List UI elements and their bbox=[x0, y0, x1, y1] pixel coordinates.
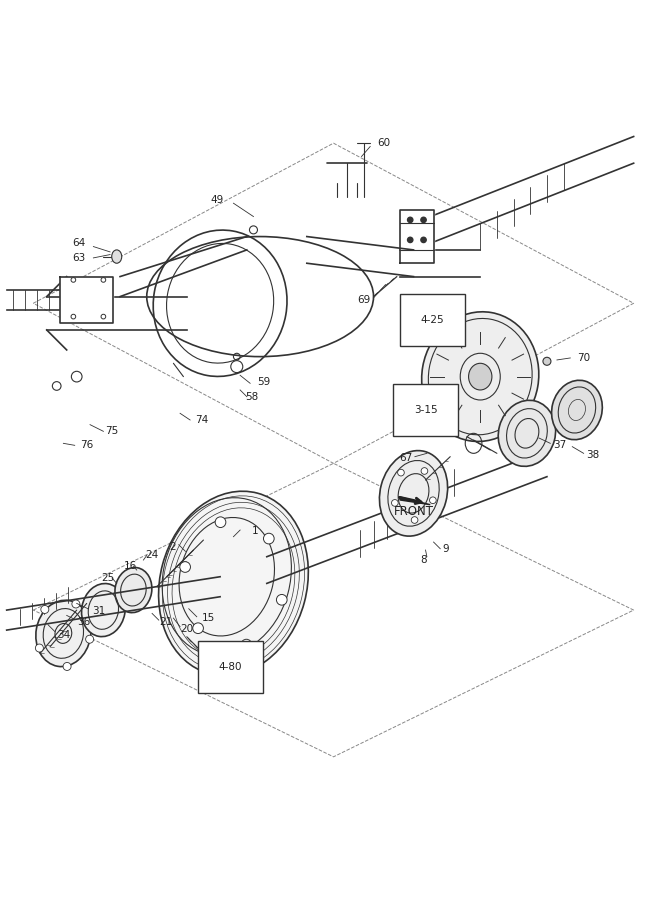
Text: 2: 2 bbox=[169, 542, 175, 552]
Circle shape bbox=[101, 277, 106, 283]
Text: 49: 49 bbox=[210, 195, 223, 205]
Text: 15: 15 bbox=[201, 613, 215, 623]
Circle shape bbox=[241, 639, 251, 650]
Text: 60: 60 bbox=[377, 139, 390, 148]
Circle shape bbox=[63, 662, 71, 670]
Circle shape bbox=[72, 600, 80, 608]
Circle shape bbox=[101, 314, 106, 319]
Ellipse shape bbox=[111, 250, 121, 263]
Text: 21: 21 bbox=[159, 617, 172, 627]
Circle shape bbox=[263, 534, 274, 544]
Text: 76: 76 bbox=[80, 440, 93, 450]
Text: 9: 9 bbox=[442, 544, 449, 554]
Ellipse shape bbox=[422, 311, 539, 442]
Text: 16: 16 bbox=[123, 561, 137, 572]
Circle shape bbox=[408, 217, 413, 222]
Text: 67: 67 bbox=[399, 453, 412, 463]
Text: 3-15: 3-15 bbox=[414, 405, 438, 415]
Ellipse shape bbox=[498, 400, 556, 466]
Text: 4-80: 4-80 bbox=[218, 662, 242, 671]
Text: 74: 74 bbox=[195, 415, 208, 425]
Text: 63: 63 bbox=[72, 253, 85, 263]
Ellipse shape bbox=[552, 381, 602, 440]
Text: 70: 70 bbox=[577, 353, 590, 363]
Circle shape bbox=[412, 517, 418, 523]
Ellipse shape bbox=[81, 583, 125, 636]
Circle shape bbox=[392, 500, 398, 507]
Ellipse shape bbox=[543, 357, 551, 365]
Text: 1: 1 bbox=[251, 526, 258, 536]
Text: 4-25: 4-25 bbox=[420, 315, 444, 325]
Circle shape bbox=[180, 562, 191, 572]
Ellipse shape bbox=[159, 491, 308, 676]
Text: 58: 58 bbox=[245, 392, 259, 401]
Text: 20: 20 bbox=[180, 624, 193, 634]
Text: 31: 31 bbox=[92, 607, 105, 616]
Text: 25: 25 bbox=[101, 573, 115, 583]
Ellipse shape bbox=[61, 280, 85, 319]
Text: 24: 24 bbox=[145, 551, 159, 561]
Ellipse shape bbox=[36, 600, 91, 667]
Circle shape bbox=[421, 238, 426, 243]
Circle shape bbox=[276, 595, 287, 605]
Text: 36: 36 bbox=[77, 617, 90, 627]
Polygon shape bbox=[399, 497, 430, 505]
Text: 69: 69 bbox=[357, 295, 370, 305]
Text: 34: 34 bbox=[57, 630, 70, 641]
Circle shape bbox=[85, 635, 93, 644]
Circle shape bbox=[430, 497, 436, 504]
Text: 64: 64 bbox=[72, 238, 85, 248]
Circle shape bbox=[215, 517, 226, 527]
Ellipse shape bbox=[115, 568, 152, 613]
Text: FRONT: FRONT bbox=[394, 505, 434, 518]
Polygon shape bbox=[400, 210, 434, 263]
Text: 37: 37 bbox=[554, 440, 567, 450]
Ellipse shape bbox=[468, 364, 492, 390]
Circle shape bbox=[398, 469, 404, 476]
Text: 75: 75 bbox=[105, 427, 119, 436]
Circle shape bbox=[35, 644, 43, 652]
Ellipse shape bbox=[380, 451, 448, 536]
Circle shape bbox=[71, 314, 76, 319]
Circle shape bbox=[71, 277, 76, 283]
Circle shape bbox=[421, 468, 428, 474]
Text: 8: 8 bbox=[420, 555, 427, 565]
Polygon shape bbox=[60, 276, 113, 323]
Circle shape bbox=[41, 606, 49, 614]
Circle shape bbox=[193, 623, 203, 634]
Circle shape bbox=[421, 217, 426, 222]
Text: 59: 59 bbox=[257, 377, 270, 387]
Circle shape bbox=[408, 238, 413, 243]
Text: 38: 38 bbox=[586, 450, 599, 460]
